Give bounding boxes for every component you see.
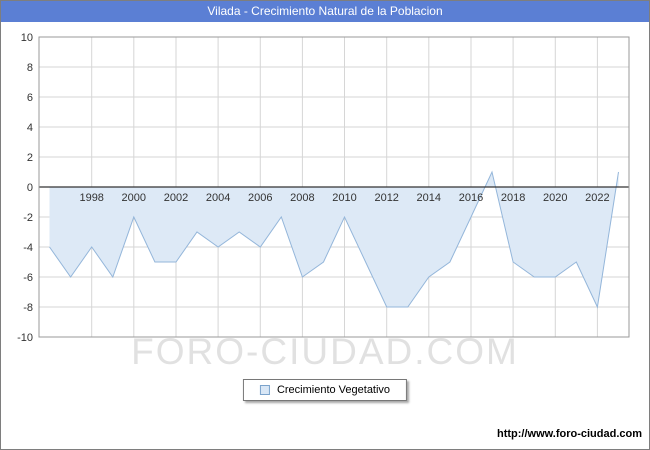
plot-border [38,36,630,338]
legend: Crecimiento Vegetativo [242,379,408,401]
x-axis-tick-label: 2018 [501,192,525,204]
legend-label: Crecimiento Vegetativo [276,384,391,396]
x-axis-tick-label: 2004 [206,192,230,204]
x-axis-tick-label: 2020 [543,192,567,204]
y-axis-tick-label: -8 [23,302,33,314]
x-axis-tick-label: 2016 [459,192,483,204]
x-axis-tick-label: 2010 [332,192,356,204]
x-axis-tick-label: 2006 [248,192,272,204]
x-axis-tick-label: 2000 [122,192,146,204]
footer-url-link[interactable]: http://www.foro-ciudad.com [496,428,642,440]
x-axis-tick-label: 2008 [290,192,314,204]
y-axis-tick-label: -6 [23,272,33,284]
y-axis-tick-label: -2 [23,212,33,224]
x-axis-tick-label: 2014 [417,192,441,204]
x-axis-tick-label: 1998 [79,192,103,204]
legend-series-marker-icon [259,385,270,395]
x-axis-tick-label: 2022 [585,192,609,204]
y-axis-tick-label: 6 [27,92,33,104]
y-axis-tick-label: 8 [27,62,33,74]
chart-title: Vilada - Crecimiento Natural de la Pobla… [207,4,443,18]
y-axis-tick-label: 2 [27,152,33,164]
y-axis-tick-label: 0 [27,182,33,194]
y-axis-tick-label: -4 [23,242,33,254]
y-axis-tick-label: 10 [21,32,33,44]
chart-title-bar: Vilada - Crecimiento Natural de la Pobla… [1,1,649,22]
y-axis-tick-label: 4 [27,122,33,134]
x-axis-tick-label: 2012 [374,192,398,204]
x-axis-tick-label: 2002 [164,192,188,204]
series-line [49,170,619,309]
y-axis-tick-label: -10 [17,332,33,344]
